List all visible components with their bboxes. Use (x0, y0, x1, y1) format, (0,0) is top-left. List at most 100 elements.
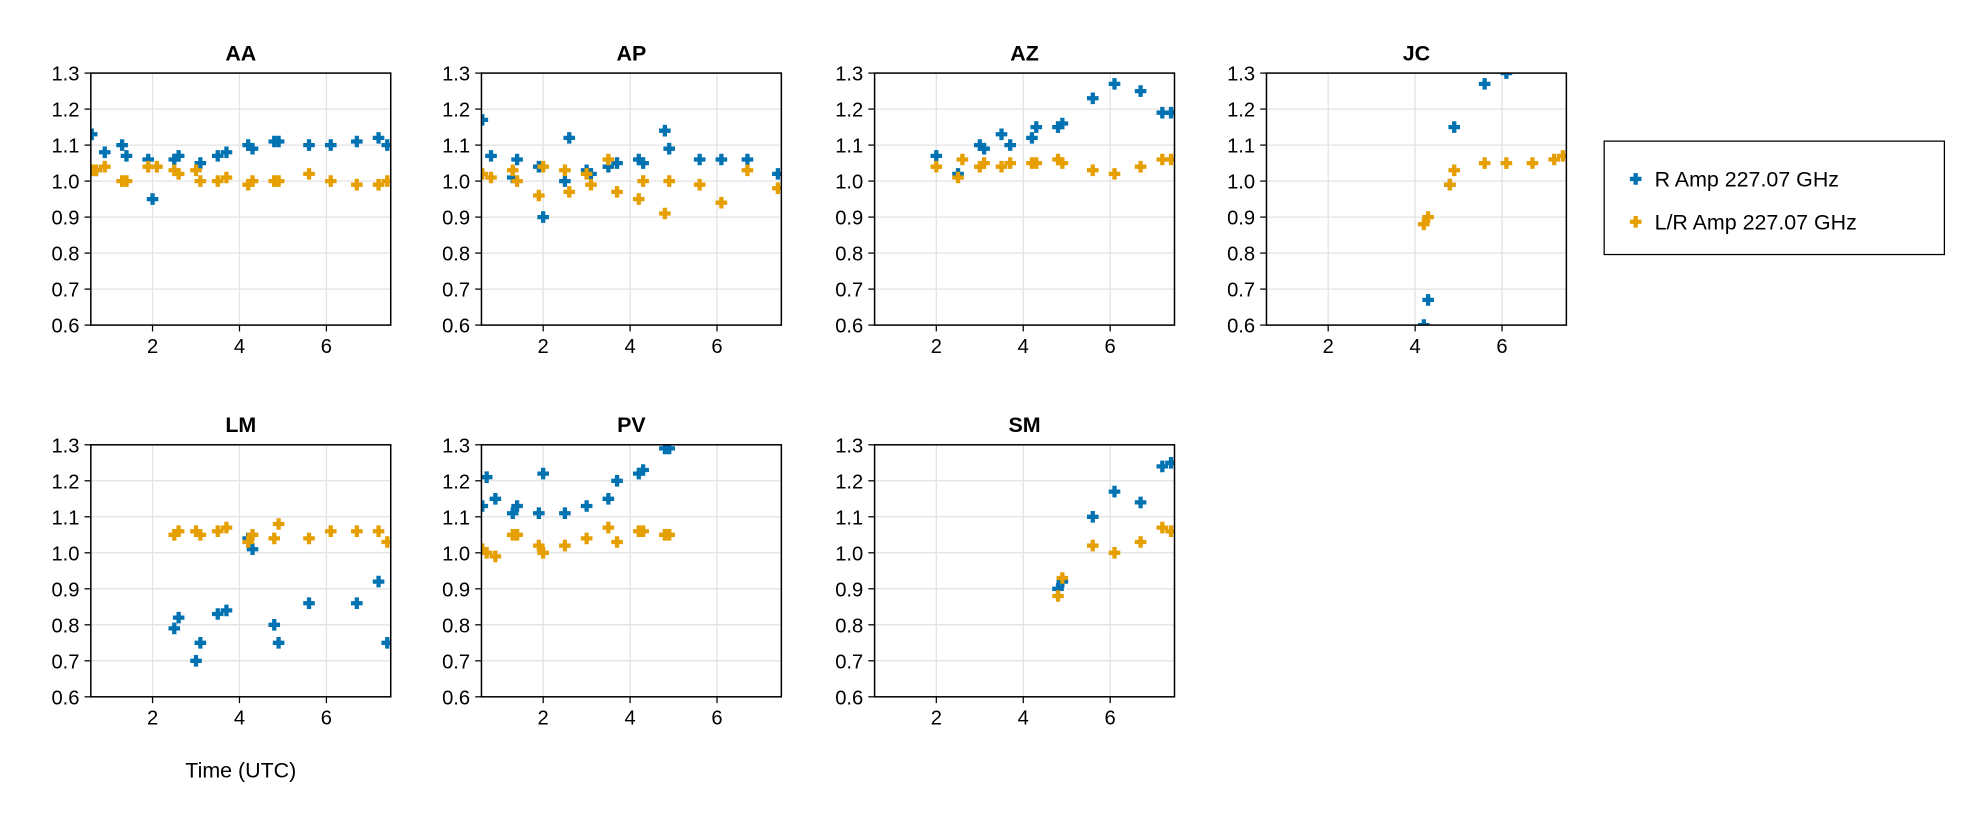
data-point (168, 153, 181, 166)
y-tick-label: 0.6 (51, 687, 79, 709)
data-point (142, 160, 155, 173)
panel-title: AP (617, 41, 647, 65)
y-tick-label: 0.8 (51, 244, 79, 266)
y-tick-label: 0.8 (1227, 244, 1255, 266)
axes-frame (480, 72, 783, 326)
data-point (372, 178, 385, 191)
data-point (220, 171, 233, 184)
data-point (973, 139, 986, 151)
y-tick-label: 1.2 (442, 100, 470, 122)
data-point (1030, 157, 1043, 169)
legend-marker (1629, 173, 1642, 185)
data-point (90, 164, 102, 177)
data-point (611, 536, 623, 548)
data-point (1418, 319, 1430, 326)
y-tick-label: 1.1 (442, 507, 470, 529)
data-point (1052, 121, 1064, 133)
data-point (537, 467, 549, 480)
data-point (637, 157, 649, 169)
points (90, 128, 391, 205)
data-point (506, 507, 519, 520)
y-tick-label: 1.1 (1227, 136, 1255, 158)
y-tick-label: 0.9 (442, 579, 470, 601)
y-tick-label: 1.3 (51, 435, 79, 457)
data-point (1086, 511, 1099, 523)
data-point (1156, 153, 1169, 166)
data-point (146, 193, 159, 205)
data-point (611, 475, 623, 487)
y-tick-label: 1.1 (442, 136, 470, 158)
data-point (1478, 157, 1491, 169)
legend-label: L/R Amp 227.07 GHz (1655, 210, 1857, 234)
y-tick-label: 0.7 (51, 651, 79, 673)
data-point (246, 175, 259, 187)
data-point (151, 160, 163, 173)
data-point (1165, 525, 1175, 538)
y-tick-label: 1.1 (835, 136, 863, 158)
data-point (120, 175, 133, 187)
data-point (715, 196, 728, 209)
data-point (956, 153, 969, 166)
y-tick-label: 0.6 (51, 316, 79, 338)
data-point (537, 211, 549, 223)
y-tick-label: 0.6 (442, 316, 470, 338)
data-point (372, 525, 385, 538)
data-point (511, 153, 523, 166)
data-point (1156, 106, 1169, 119)
points (168, 518, 391, 667)
y-tick-label: 1.3 (1227, 64, 1255, 86)
y-tick-label: 1.2 (51, 100, 79, 122)
data-point (637, 464, 649, 476)
data-point (1026, 132, 1038, 144)
data-point (559, 507, 571, 520)
data-point (1448, 164, 1461, 177)
data-point (351, 597, 363, 610)
data-point (246, 543, 259, 556)
y-tick-label: 1.0 (51, 543, 79, 565)
data-point (381, 139, 391, 151)
data-point (90, 128, 98, 141)
data-point (772, 168, 782, 180)
data-point (663, 175, 676, 187)
data-point (1134, 160, 1147, 173)
data-point (580, 532, 593, 545)
data-point (559, 175, 571, 187)
data-point (1086, 92, 1099, 105)
data-point (1004, 157, 1016, 169)
data-point (663, 529, 676, 541)
data-point (120, 150, 133, 162)
y-tick-label: 0.6 (835, 687, 863, 709)
y-tick-label: 1.0 (835, 543, 863, 565)
y-tick-label: 0.6 (442, 687, 470, 709)
data-point (272, 135, 285, 148)
x-tick-label: 6 (321, 708, 332, 730)
y-tick-label: 1.1 (51, 136, 79, 158)
data-point (268, 532, 281, 545)
data-point (172, 611, 185, 624)
y-tick-label: 1.0 (442, 172, 470, 194)
data-point (211, 175, 224, 187)
data-point (489, 550, 502, 563)
y-tick-label: 1.0 (835, 172, 863, 194)
data-point (1548, 153, 1560, 166)
data-point (303, 597, 315, 610)
x-tick-label: 2 (147, 708, 158, 730)
y-tick-label: 1.1 (835, 507, 863, 529)
data-point (220, 146, 233, 159)
data-point (995, 160, 1008, 173)
x-axis-label: Time (UTC) (185, 758, 296, 782)
x-tick-label: 4 (1018, 336, 1029, 358)
data-point (1086, 164, 1099, 177)
data-point (693, 178, 706, 191)
data-point (172, 150, 185, 162)
data-point (930, 160, 943, 173)
data-point (1422, 211, 1434, 223)
y-tick-label: 0.8 (835, 244, 863, 266)
data-point (1030, 121, 1043, 133)
data-point (272, 175, 285, 187)
y-tick-label: 0.6 (835, 316, 863, 338)
panel-title: AZ (1010, 41, 1039, 65)
data-point (98, 146, 111, 159)
data-point (632, 193, 645, 205)
y-tick-label: 0.9 (442, 208, 470, 230)
